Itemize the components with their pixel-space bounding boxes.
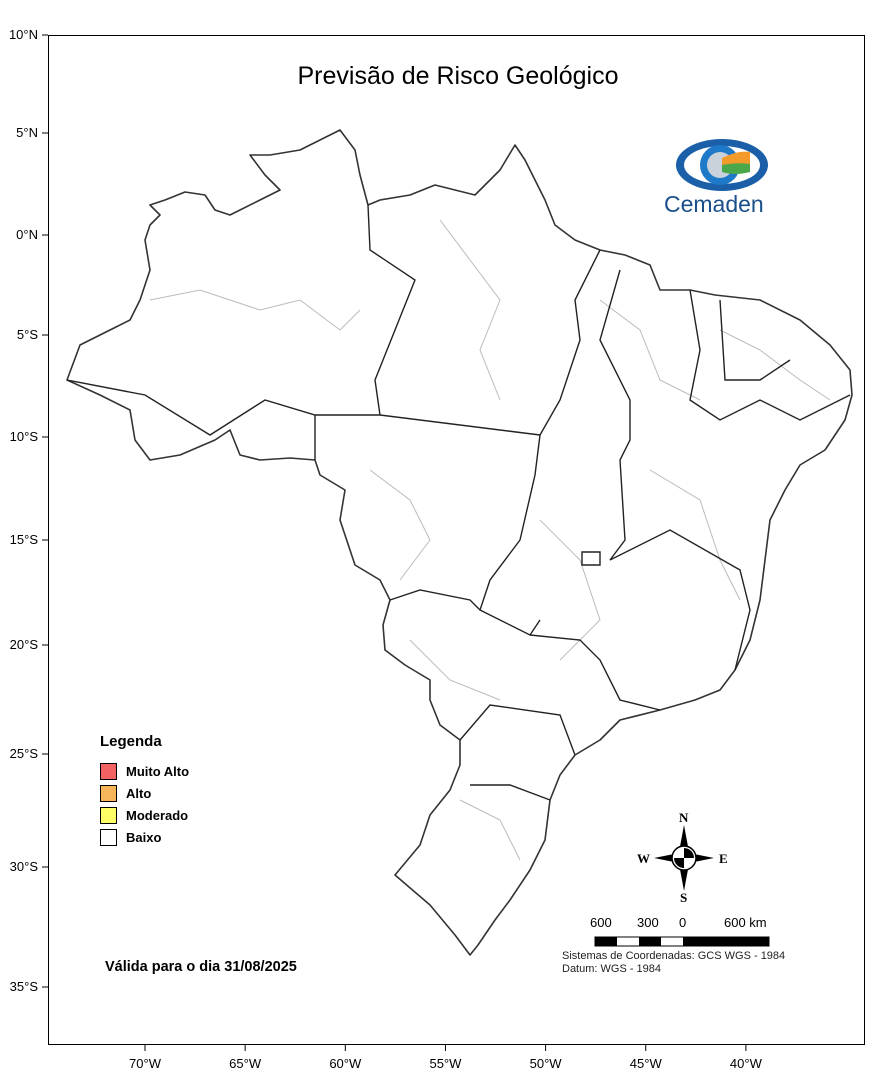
legend-swatch [100, 806, 117, 824]
lat-label: 25°S [9, 746, 38, 761]
lon-label: 40°W [729, 1056, 762, 1071]
legend-swatch [100, 784, 117, 802]
crs-system: Sistemas de Coordenadas: GCS WGS - 1984 [562, 950, 786, 962]
legend-item: Baixo [100, 826, 189, 848]
crs-datum: Datum: WGS - 1984 [562, 963, 662, 975]
map-title: Previsão de Risco Geológico [297, 62, 619, 90]
lat-label: 30°S [9, 859, 38, 874]
map-frame [48, 35, 865, 1045]
lat-label: 35°S [9, 979, 38, 994]
compass-e: E [719, 851, 728, 866]
scale-label: 300 [637, 915, 659, 930]
lat-label: 10°S [9, 429, 38, 444]
compass-s: S [680, 890, 688, 905]
lon-label: 45°W [629, 1056, 662, 1071]
lon-label: 70°W [129, 1056, 161, 1071]
legend: Legenda Muito Alto Alto Moderado Baixo [100, 733, 189, 848]
legend-swatch [100, 762, 117, 780]
logo-text: Cemaden [664, 191, 764, 217]
legend-label: Alto [126, 785, 152, 801]
compass-w: W [637, 851, 650, 866]
legend-label: Muito Alto [126, 763, 190, 779]
lat-label: 5°N [16, 125, 38, 140]
legend-swatch [100, 828, 117, 846]
lon-label: 55°W [429, 1056, 462, 1071]
scale-label: 600 km [724, 915, 767, 930]
legend-label: Baixo [126, 829, 162, 845]
coordinate-system-note: Sistemas de Coordenadas: GCS WGS - 1984 … [562, 950, 785, 976]
lon-label: 60°W [329, 1056, 362, 1071]
legend-item: Muito Alto [100, 760, 189, 782]
lat-label: 10°N [8, 27, 38, 42]
lat-label: 15°S [9, 532, 38, 547]
legend-item: Alto [100, 782, 189, 804]
lat-label: 0°N [16, 227, 38, 242]
validity-date: Válida para o dia 31/08/2025 [105, 959, 297, 975]
legend-item: Moderado [100, 804, 189, 826]
lat-label: 20°S [9, 637, 38, 652]
scale-label: 0 [679, 915, 687, 930]
compass-n: N [679, 810, 689, 825]
lat-label: 5°S [16, 327, 38, 342]
lon-label: 50°W [529, 1056, 562, 1071]
scale-label: 600 [590, 915, 612, 930]
legend-label: Moderado [126, 807, 189, 823]
state-boundaries [66, 204, 851, 801]
lon-label: 65°W [229, 1056, 262, 1071]
legend-title: Legenda [100, 733, 162, 750]
